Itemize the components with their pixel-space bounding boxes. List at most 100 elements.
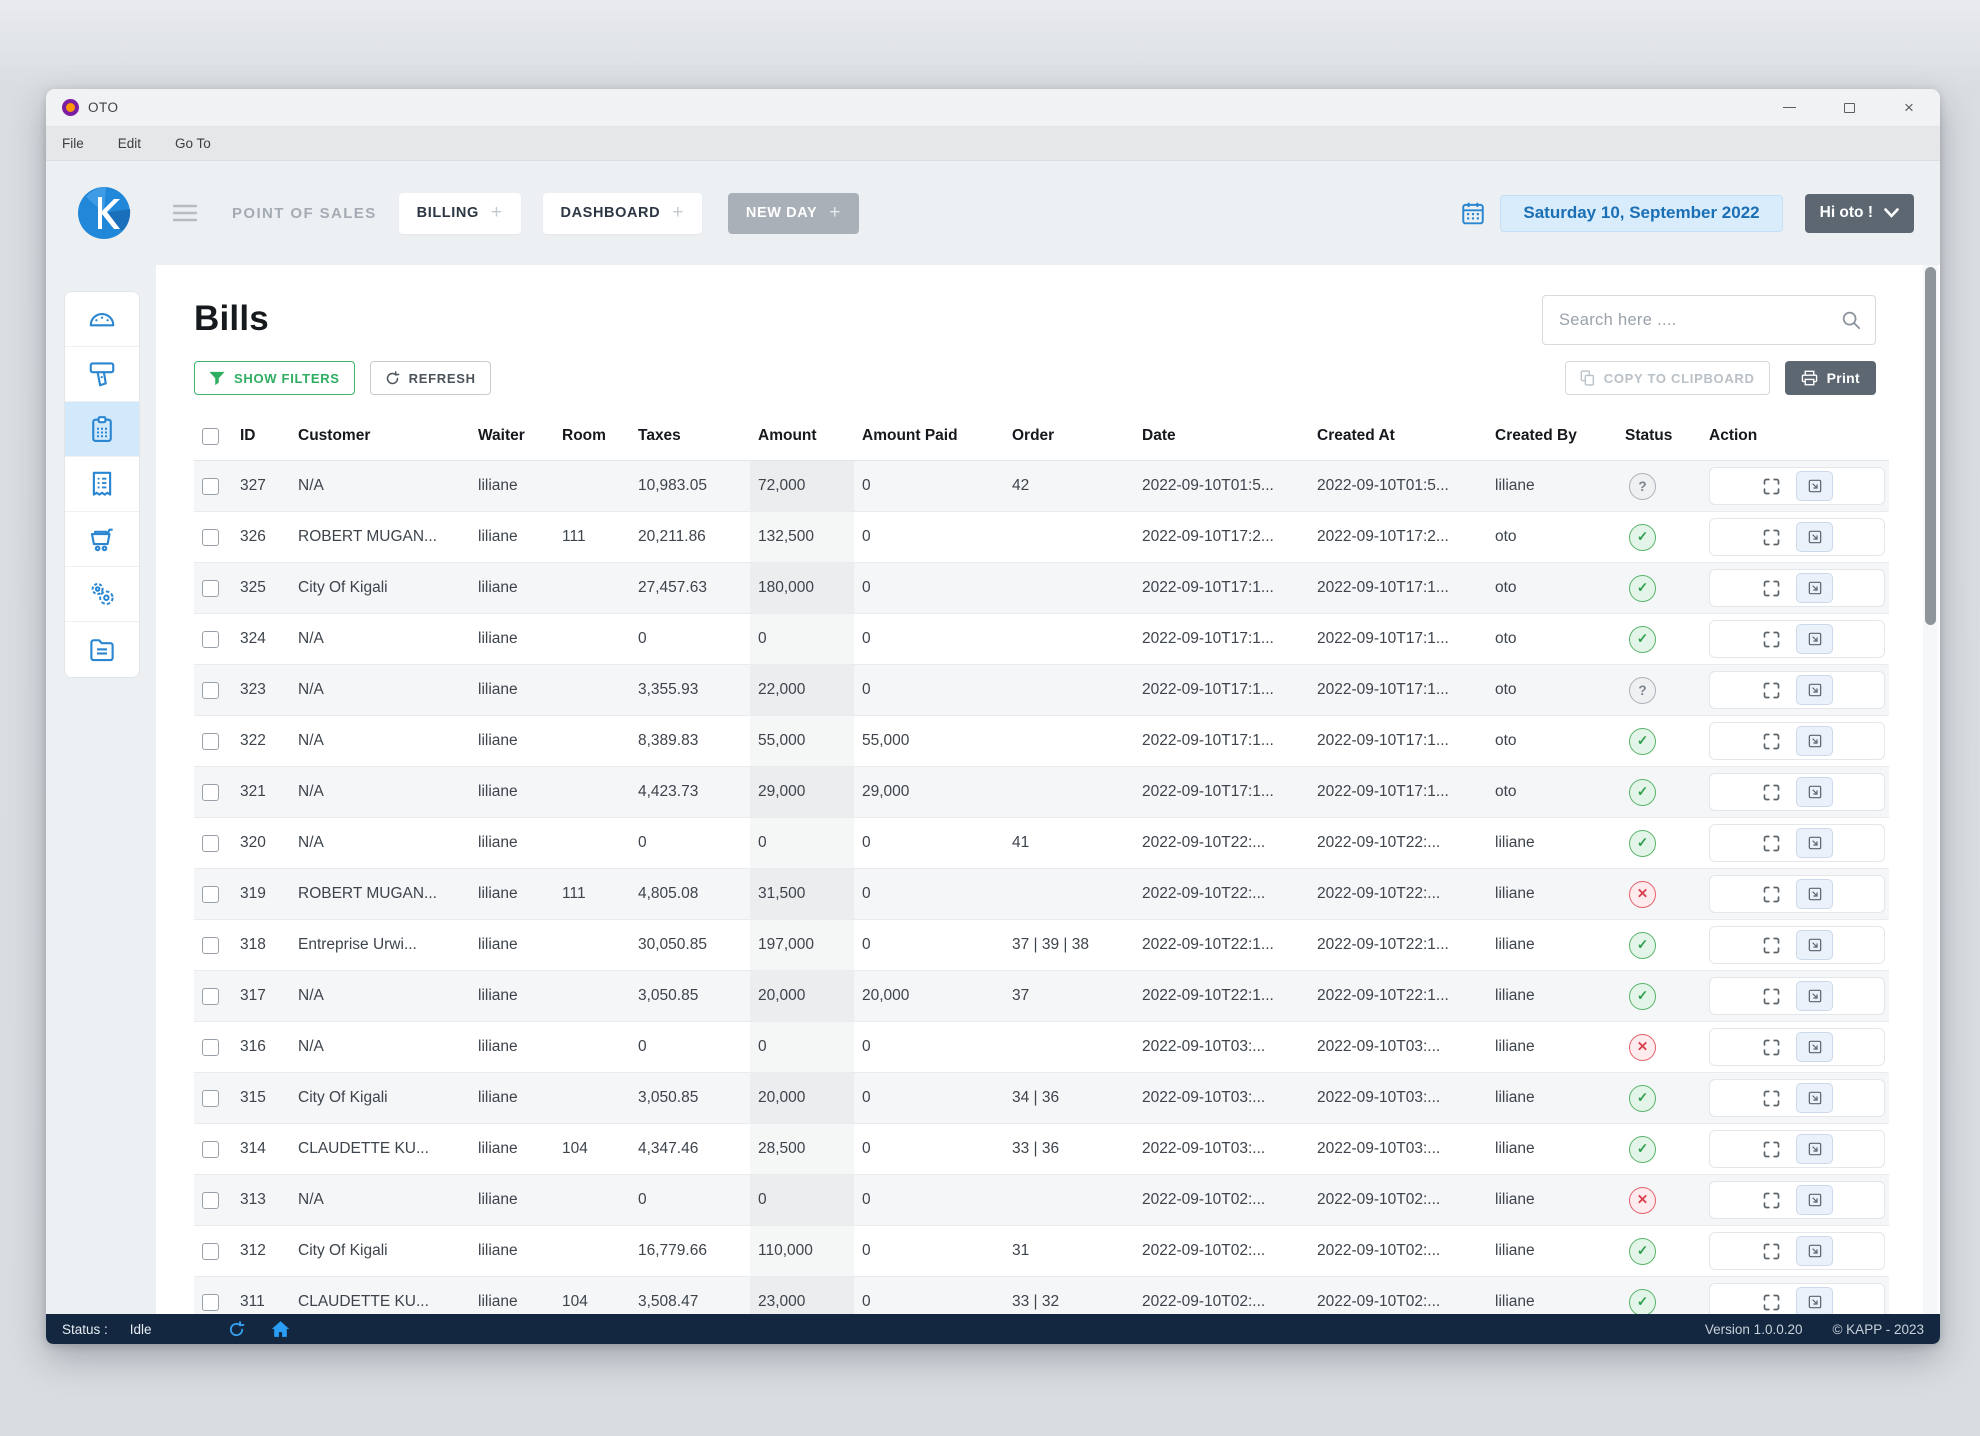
expand-icon[interactable] xyxy=(1761,1292,1782,1313)
row-checkbox[interactable] xyxy=(202,1242,219,1260)
row-checkbox[interactable] xyxy=(202,936,219,954)
table-row[interactable]: 327 N/A liliane 10,983.05 72,000 0 42 20… xyxy=(194,460,1889,512)
scrollbar-thumb[interactable] xyxy=(1925,267,1936,625)
table-row[interactable]: 317 N/A liliane 3,050.85 20,000 20,000 3… xyxy=(194,970,1889,1022)
table-row[interactable]: 319 ROBERT MUGAN... liliane 111 4,805.08… xyxy=(194,868,1889,920)
expand-icon[interactable] xyxy=(1761,527,1782,548)
calendar-icon[interactable] xyxy=(1460,200,1486,226)
open-bill-button[interactable] xyxy=(1796,1236,1833,1266)
billing-tab-button[interactable]: BILLING + xyxy=(398,192,521,234)
sidebar-item-bills[interactable] xyxy=(65,402,139,457)
expand-icon[interactable] xyxy=(1761,731,1782,752)
open-bill-button[interactable] xyxy=(1796,573,1833,603)
sync-refresh-icon[interactable] xyxy=(228,1320,245,1338)
menu-goto[interactable]: Go To xyxy=(175,136,211,151)
open-bill-button[interactable] xyxy=(1796,777,1833,807)
sidebar-item-documents[interactable] xyxy=(65,622,139,677)
expand-icon[interactable] xyxy=(1761,476,1782,497)
sidebar-item-orders[interactable] xyxy=(65,512,139,567)
expand-icon[interactable] xyxy=(1761,680,1782,701)
row-checkbox[interactable] xyxy=(202,1089,219,1107)
table-row[interactable]: 321 N/A liliane 4,423.73 29,000 29,000 2… xyxy=(194,766,1889,818)
table-row[interactable]: 315 City Of Kigali liliane 3,050.85 20,0… xyxy=(194,1072,1889,1124)
search-icon[interactable] xyxy=(1840,309,1862,331)
maximize-button[interactable] xyxy=(1840,99,1858,117)
table-row[interactable]: 322 N/A liliane 8,389.83 55,000 55,000 2… xyxy=(194,715,1889,767)
row-checkbox[interactable] xyxy=(202,1140,219,1158)
expand-icon[interactable] xyxy=(1761,884,1782,905)
open-bill-button[interactable] xyxy=(1796,726,1833,756)
table-row[interactable]: 316 N/A liliane 0 0 0 2022-09-10T03:... … xyxy=(194,1021,1889,1073)
open-bill-button[interactable] xyxy=(1796,1134,1833,1164)
refresh-button[interactable]: REFRESH xyxy=(369,361,491,395)
expand-icon[interactable] xyxy=(1761,782,1782,803)
hamburger-menu-icon[interactable] xyxy=(172,203,198,223)
open-bill-button[interactable] xyxy=(1796,1083,1833,1113)
open-bill-button[interactable] xyxy=(1796,930,1833,960)
new-day-button[interactable]: NEW DAY + xyxy=(727,192,859,234)
expand-icon[interactable] xyxy=(1761,1190,1782,1211)
expand-icon[interactable] xyxy=(1761,1088,1782,1109)
expand-icon[interactable] xyxy=(1761,833,1782,854)
row-checkbox[interactable] xyxy=(202,834,219,852)
sidebar-item-settings[interactable] xyxy=(65,567,139,622)
open-bill-button[interactable] xyxy=(1796,828,1833,858)
table-row[interactable]: 326 ROBERT MUGAN... liliane 111 20,211.8… xyxy=(194,511,1889,563)
open-bill-button[interactable] xyxy=(1796,471,1833,501)
table-row[interactable]: 318 Entreprise Urwi... liliane 30,050.85… xyxy=(194,919,1889,971)
open-bill-button[interactable] xyxy=(1796,1185,1833,1215)
minimize-button[interactable] xyxy=(1780,99,1798,117)
search-input[interactable] xyxy=(1543,296,1875,344)
row-checkbox[interactable] xyxy=(202,1038,219,1056)
expand-icon[interactable] xyxy=(1761,1037,1782,1058)
expand-icon[interactable] xyxy=(1761,1241,1782,1262)
vertical-scrollbar[interactable] xyxy=(1923,265,1938,1314)
menu-edit[interactable]: Edit xyxy=(117,136,142,151)
expand-icon[interactable] xyxy=(1761,629,1782,650)
expand-icon[interactable] xyxy=(1761,1139,1782,1160)
open-bill-button[interactable] xyxy=(1796,981,1833,1011)
cell-created-at: 2022-09-10T17:2... xyxy=(1309,511,1487,563)
sidebar-item-invoices[interactable] xyxy=(65,457,139,512)
table-row[interactable]: 313 N/A liliane 0 0 0 2022-09-10T02:... … xyxy=(194,1174,1889,1226)
table-row[interactable]: 312 City Of Kigali liliane 16,779.66 110… xyxy=(194,1225,1889,1277)
sidebar-item-pos[interactable] xyxy=(65,347,139,402)
current-date-chip[interactable]: Saturday 10, September 2022 xyxy=(1500,194,1783,232)
print-button[interactable]: Print xyxy=(1784,361,1876,395)
dashboard-tab-button[interactable]: DASHBOARD + xyxy=(542,192,702,234)
menu-file[interactable]: File xyxy=(62,136,84,151)
row-checkbox[interactable] xyxy=(202,579,219,597)
select-all-checkbox[interactable] xyxy=(202,427,219,445)
row-checkbox[interactable] xyxy=(202,477,219,495)
table-row[interactable]: 323 N/A liliane 3,355.93 22,000 0 2022-0… xyxy=(194,664,1889,716)
row-checkbox[interactable] xyxy=(202,885,219,903)
row-checkbox[interactable] xyxy=(202,1293,219,1311)
table-row[interactable]: 311 CLAUDETTE KU... liliane 104 3,508.47… xyxy=(194,1276,1889,1314)
user-menu-button[interactable]: Hi oto ! xyxy=(1804,193,1914,233)
open-bill-button[interactable] xyxy=(1796,1032,1833,1062)
row-checkbox[interactable] xyxy=(202,732,219,750)
table-row[interactable]: 324 N/A liliane 0 0 0 2022-09-10T17:1...… xyxy=(194,613,1889,665)
open-bill-button[interactable] xyxy=(1796,675,1833,705)
row-checkbox[interactable] xyxy=(202,630,219,648)
home-icon[interactable] xyxy=(271,1320,290,1338)
open-bill-button[interactable] xyxy=(1796,879,1833,909)
open-bill-button[interactable] xyxy=(1796,1287,1833,1314)
close-button[interactable]: × xyxy=(1904,98,1914,117)
row-checkbox[interactable] xyxy=(202,1191,219,1209)
open-bill-button[interactable] xyxy=(1796,522,1833,552)
row-checkbox[interactable] xyxy=(202,528,219,546)
sidebar-item-dashboard[interactable] xyxy=(65,292,139,347)
expand-icon[interactable] xyxy=(1761,935,1782,956)
show-filters-button[interactable]: SHOW FILTERS xyxy=(194,361,355,395)
expand-icon[interactable] xyxy=(1761,986,1782,1007)
table-row[interactable]: 320 N/A liliane 0 0 0 41 2022-09-10T22:.… xyxy=(194,817,1889,869)
table-row[interactable]: 314 CLAUDETTE KU... liliane 104 4,347.46… xyxy=(194,1123,1889,1175)
expand-icon[interactable] xyxy=(1761,578,1782,599)
row-checkbox[interactable] xyxy=(202,681,219,699)
open-bill-button[interactable] xyxy=(1796,624,1833,654)
row-checkbox[interactable] xyxy=(202,783,219,801)
table-row[interactable]: 325 City Of Kigali liliane 27,457.63 180… xyxy=(194,562,1889,614)
row-checkbox[interactable] xyxy=(202,987,219,1005)
copy-to-clipboard-button[interactable]: COPY TO CLIPBOARD xyxy=(1564,361,1770,395)
